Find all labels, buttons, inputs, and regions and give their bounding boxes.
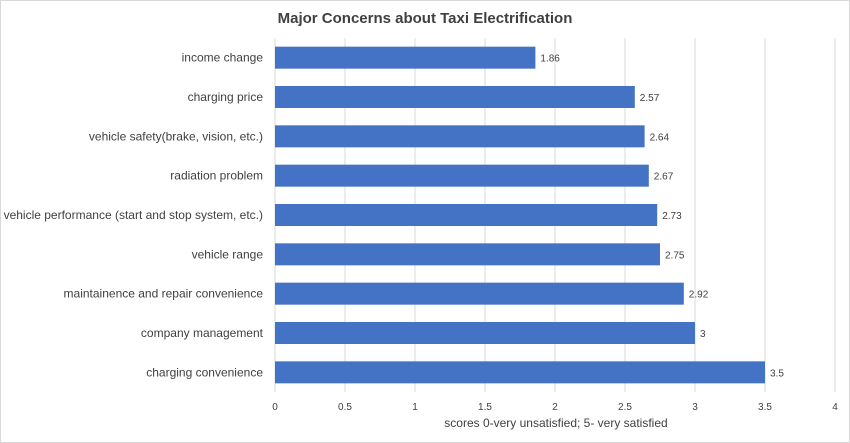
bar (275, 361, 765, 384)
x-tick-label: 1 (412, 402, 418, 413)
chart-title: Major Concerns about Taxi Electrificatio… (278, 10, 573, 27)
data-label: 2.73 (662, 211, 682, 222)
x-tick-label: 2.5 (618, 402, 632, 413)
x-tick-label: 0 (272, 402, 278, 413)
bars: 1.86 2.57 2.64 2.67 2.73 2.75 2.92 3 3.5 (275, 46, 784, 384)
category-label: charging convenience (146, 365, 263, 379)
category-label: maintainence and repair convenience (64, 287, 264, 301)
category-label: income change (182, 51, 264, 65)
bar (275, 125, 645, 148)
data-label: 2.57 (640, 93, 660, 104)
x-tick-label: 0.5 (338, 402, 352, 413)
data-label: 2.92 (689, 290, 709, 301)
data-label: 1.86 (540, 54, 560, 65)
bar (275, 46, 536, 69)
category-label: charging price (188, 90, 264, 104)
bar (275, 86, 635, 108)
x-tick-label: 3 (692, 402, 698, 413)
category-label: vehicle range (192, 247, 264, 261)
data-label: 3.5 (770, 368, 784, 379)
x-tick-label: 4 (832, 402, 838, 413)
bar (275, 282, 684, 305)
bar (275, 322, 695, 344)
data-label: 2.67 (654, 172, 674, 183)
data-label: 2.75 (665, 250, 685, 261)
x-axis-title: scores 0-very unsatisfied; 5- very satis… (444, 416, 667, 430)
bar (275, 164, 649, 187)
category-label: radiation problem (170, 169, 263, 183)
x-tick-label: 1.5 (478, 402, 492, 413)
category-labels: income change charging price vehicle safet… (4, 51, 264, 380)
x-tick-labels: 0 0.5 1 1.5 2 2.5 3 3.5 4 (272, 402, 838, 413)
bar (275, 243, 660, 266)
x-tick-label: 3.5 (758, 402, 772, 413)
data-label: 2.64 (650, 132, 670, 143)
category-label: vehicle performance (start and stop syst… (4, 208, 263, 222)
bar (275, 204, 658, 226)
category-label: vehicle safety(brake, vision, etc.) (89, 129, 263, 143)
data-label: 3 (700, 329, 706, 340)
x-tick-label: 2 (552, 402, 558, 413)
category-label: company management (141, 326, 264, 340)
